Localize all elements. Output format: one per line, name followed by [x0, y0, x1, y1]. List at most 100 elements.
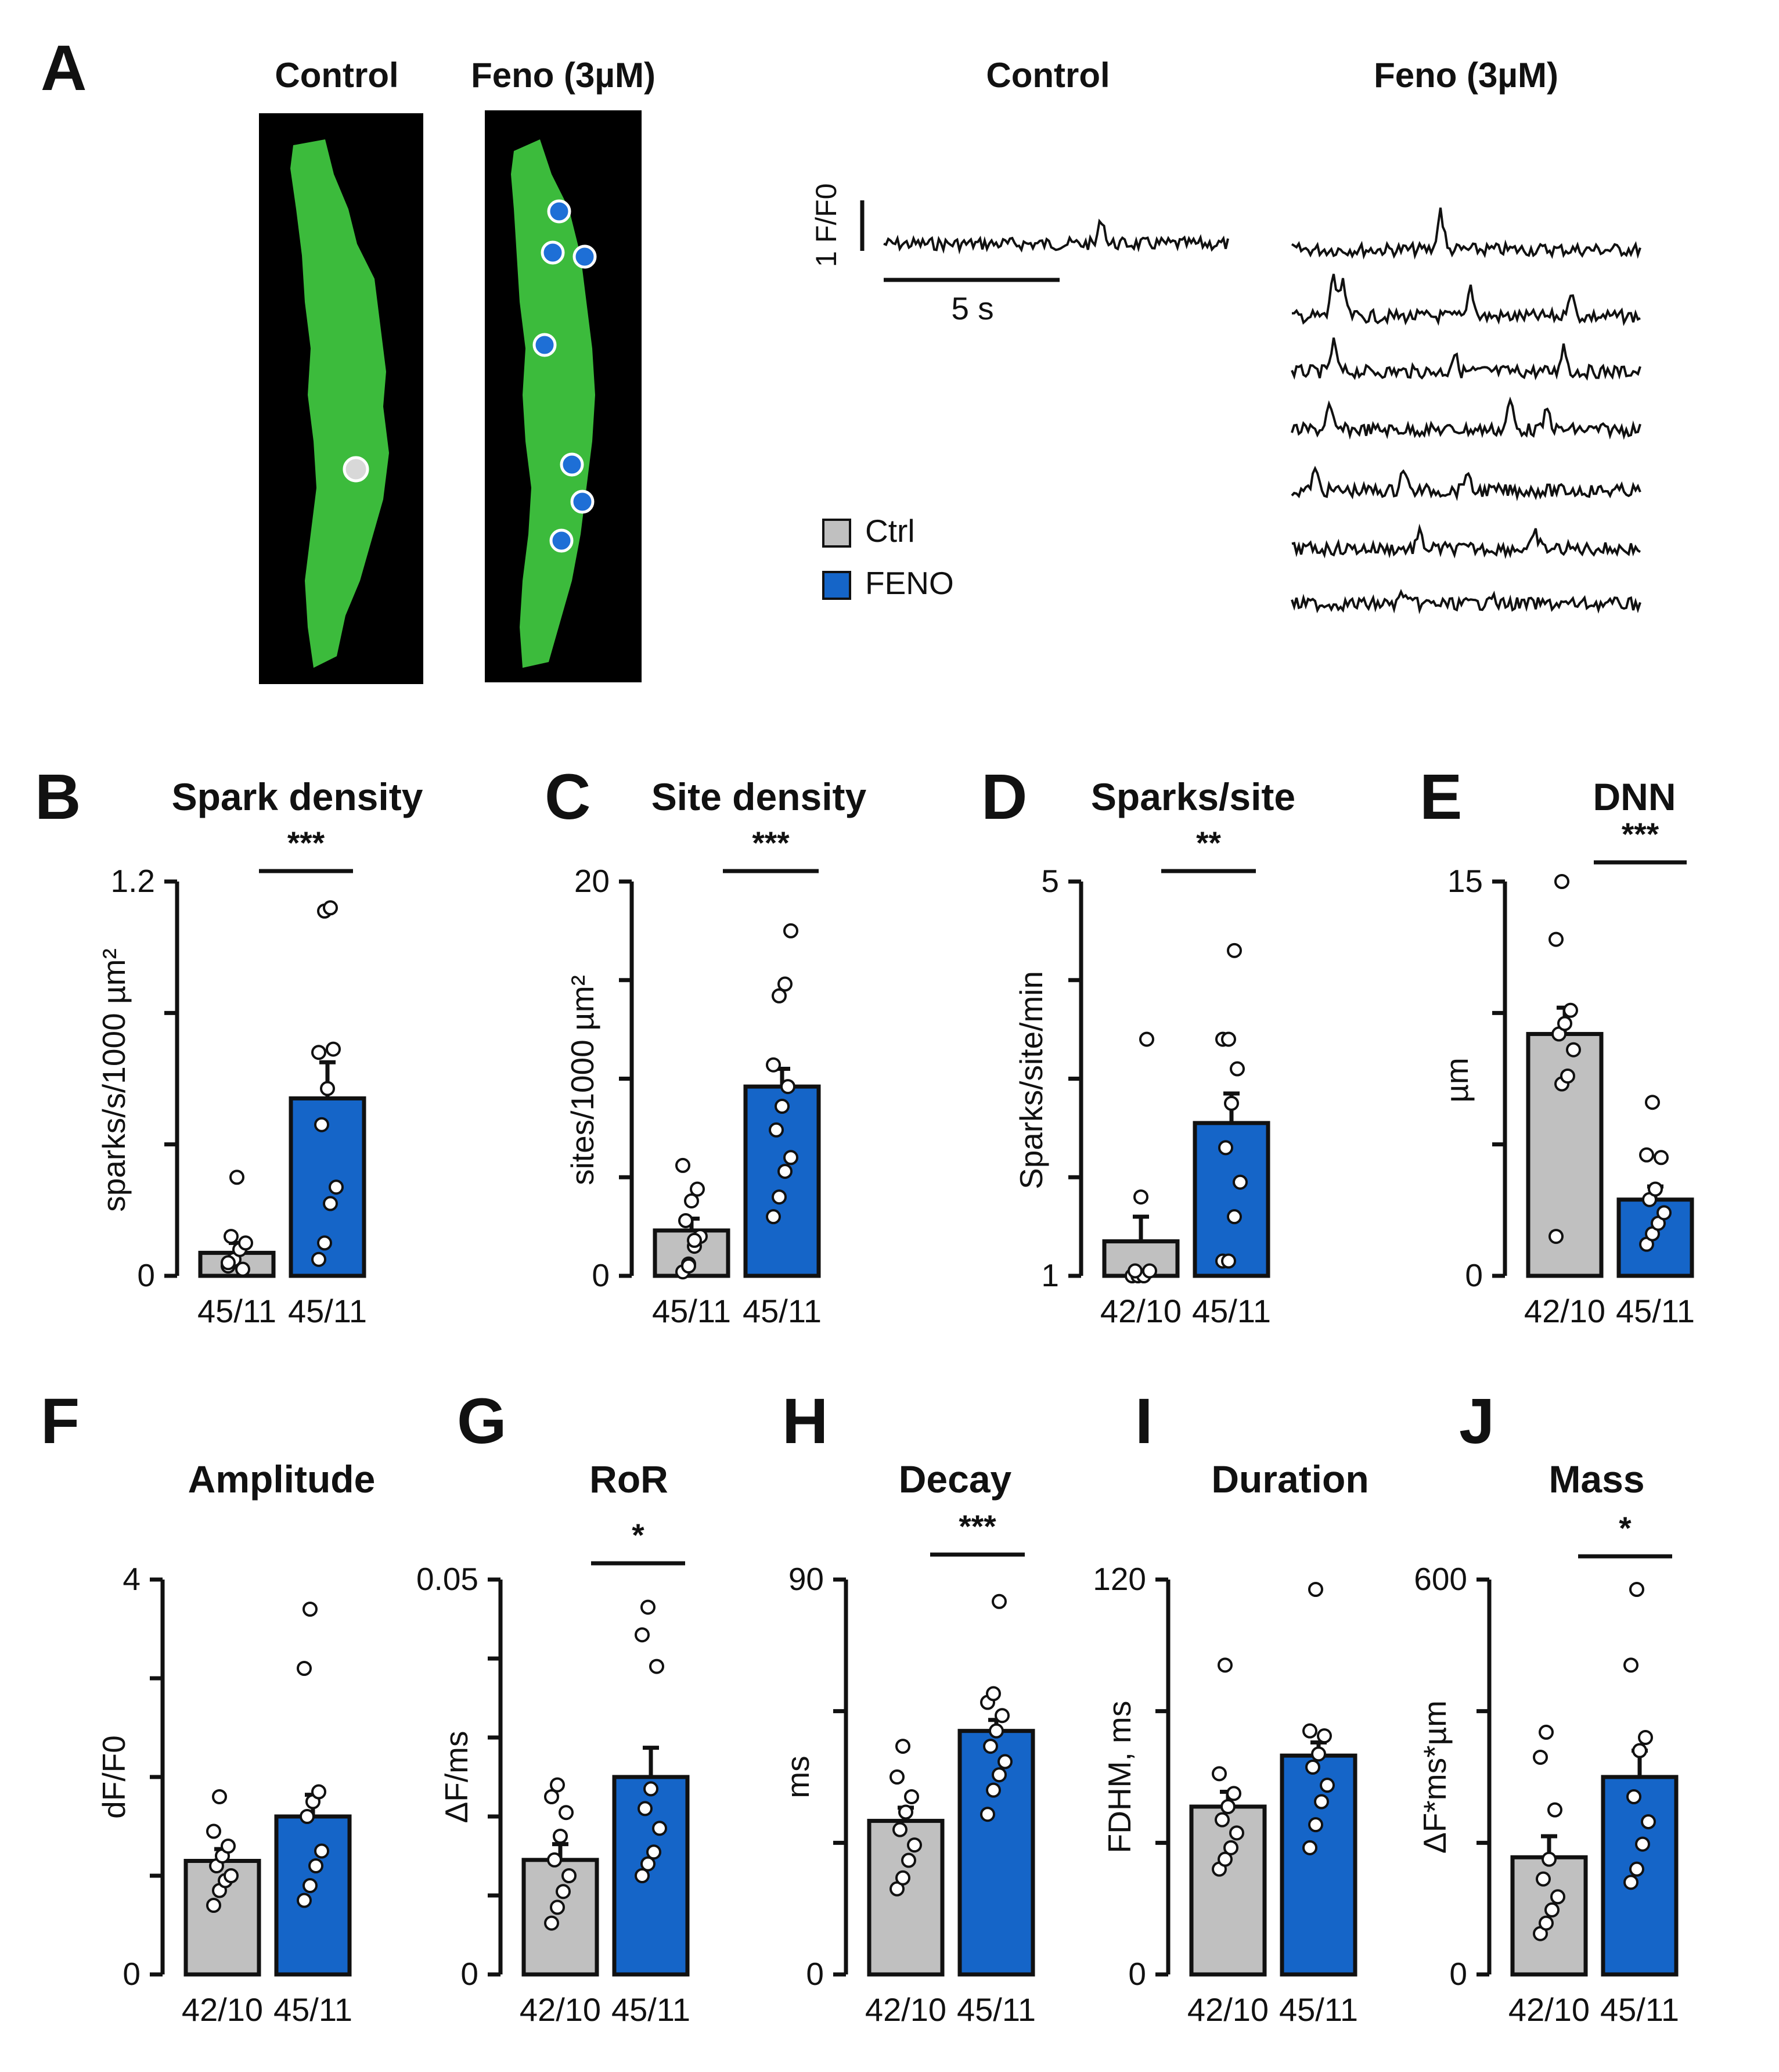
significance-label: ***	[1622, 816, 1659, 852]
significance-label: *	[632, 1517, 644, 1553]
data-point	[1629, 1861, 1644, 1877]
data-point	[1539, 1915, 1554, 1931]
data-point	[1648, 1181, 1663, 1197]
data-point	[1212, 1766, 1227, 1782]
data-point	[640, 1599, 656, 1615]
feno-spark-site	[570, 490, 595, 514]
feno-cell-shape	[511, 139, 595, 668]
category-label: 42/10	[865, 1991, 946, 2028]
data-point	[1536, 1871, 1551, 1887]
data-point	[1218, 1140, 1233, 1156]
data-point	[1305, 1760, 1320, 1775]
y-tick-label: 1.2	[111, 863, 155, 899]
y-axis-label: µm	[1439, 1057, 1475, 1103]
category-label: 45/11	[1600, 1991, 1679, 2028]
data-point	[986, 1782, 1001, 1798]
data-point	[681, 1258, 696, 1274]
category-label: 45/11	[288, 1293, 367, 1329]
category-label: 42/10	[1508, 1991, 1590, 2028]
feno-spark-site	[572, 244, 597, 269]
data-point	[1566, 1042, 1581, 1057]
y-tick-label: 15	[1447, 863, 1483, 899]
data-point	[550, 1777, 565, 1793]
feno-trace	[1291, 337, 1641, 381]
data-point	[1221, 1253, 1236, 1269]
feno-trace	[1291, 274, 1641, 326]
data-point	[311, 1251, 326, 1267]
data-point	[323, 1196, 338, 1211]
data-point	[904, 1789, 919, 1804]
significance-label: ***	[959, 1508, 996, 1544]
data-point	[1314, 1794, 1329, 1810]
feno-trace	[1291, 588, 1641, 614]
bar-feno	[274, 1814, 352, 1977]
data-point	[1128, 1263, 1143, 1279]
data-point	[638, 1801, 653, 1816]
data-point	[892, 1822, 907, 1837]
data-point	[550, 1900, 565, 1915]
data-point	[1133, 1189, 1148, 1205]
data-point	[556, 1884, 571, 1900]
y-tick-label: 120	[1093, 1561, 1146, 1597]
data-point	[221, 1255, 236, 1271]
feno-trace	[1291, 207, 1641, 260]
data-point	[1215, 1812, 1230, 1828]
panel-letter: E	[1420, 761, 1462, 833]
chart-title: Decay	[899, 1458, 1012, 1501]
panel-a-letter: A	[41, 33, 87, 104]
chart-f: F Amplitude dF/F0 0 4 42/10 45/11	[41, 1386, 375, 2028]
chart-title: Mass	[1548, 1458, 1644, 1501]
data-point	[326, 1041, 341, 1057]
category-label: 45/11	[957, 1991, 1036, 2028]
data-point	[320, 1081, 335, 1096]
data-point	[995, 1708, 1010, 1724]
legend-ctrl-swatch	[822, 519, 851, 548]
data-point	[302, 1878, 318, 1893]
chart-title: Sparks/site	[1091, 775, 1295, 818]
panel-letter: F	[41, 1386, 80, 1457]
data-point	[1308, 1817, 1323, 1833]
data-point	[992, 1767, 1007, 1783]
data-point	[311, 1784, 326, 1800]
data-point	[1139, 1031, 1154, 1047]
data-point	[1563, 1002, 1578, 1018]
chart-title: Duration	[1211, 1458, 1369, 1501]
y-tick-label: 0.05	[416, 1561, 478, 1597]
data-point	[1548, 1229, 1564, 1244]
feno-trace	[1291, 396, 1641, 440]
panel-letter: G	[457, 1386, 507, 1457]
data-point	[898, 1804, 913, 1820]
data-point	[1638, 1730, 1653, 1745]
y-tick-label: 0	[137, 1257, 155, 1293]
control-trace	[883, 218, 1229, 255]
feno-image-title: Feno (3µM)	[471, 56, 656, 95]
chart-title: DNN	[1593, 775, 1676, 818]
data-point	[547, 1852, 562, 1868]
chart-title: Site density	[651, 775, 867, 818]
y-tick-label: 0	[1449, 1956, 1467, 1992]
data-point	[1218, 1657, 1233, 1673]
data-point	[1302, 1840, 1317, 1855]
chart-e: E DNN µm 0 15 42/10 45/11 ***	[1420, 761, 1695, 1329]
data-point	[643, 1781, 658, 1797]
significance-label: ***	[287, 825, 325, 861]
y-tick-label: 4	[123, 1561, 141, 1597]
data-point	[649, 1659, 664, 1674]
data-point	[783, 1150, 798, 1166]
category-label: 45/11	[652, 1293, 731, 1329]
control-trace-title: Control	[986, 56, 1110, 95]
y-tick-label: 90	[788, 1561, 824, 1597]
data-point	[1544, 1902, 1560, 1918]
data-point	[775, 1099, 790, 1114]
data-point	[907, 1837, 922, 1853]
data-point	[224, 1868, 239, 1883]
data-point	[1317, 1728, 1332, 1744]
data-point	[777, 1164, 793, 1179]
data-point	[997, 1754, 1013, 1769]
category-label: 42/10	[520, 1991, 601, 2028]
y-axis-label: sparks/s/1000 µm²	[96, 948, 132, 1212]
data-point	[1635, 1836, 1650, 1852]
panel-letter: B	[35, 761, 81, 833]
y-axis-label: ΔF/ms	[438, 1731, 474, 1823]
